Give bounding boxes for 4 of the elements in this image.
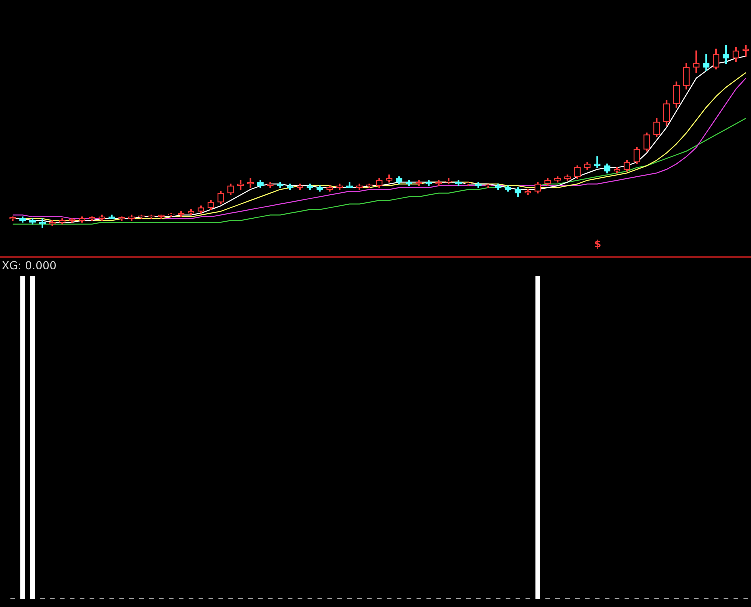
chart-title: XG: 0.000 (2, 259, 57, 272)
candlestick (594, 156, 601, 168)
candlestick (693, 50, 700, 74)
text: $ (594, 240, 602, 251)
